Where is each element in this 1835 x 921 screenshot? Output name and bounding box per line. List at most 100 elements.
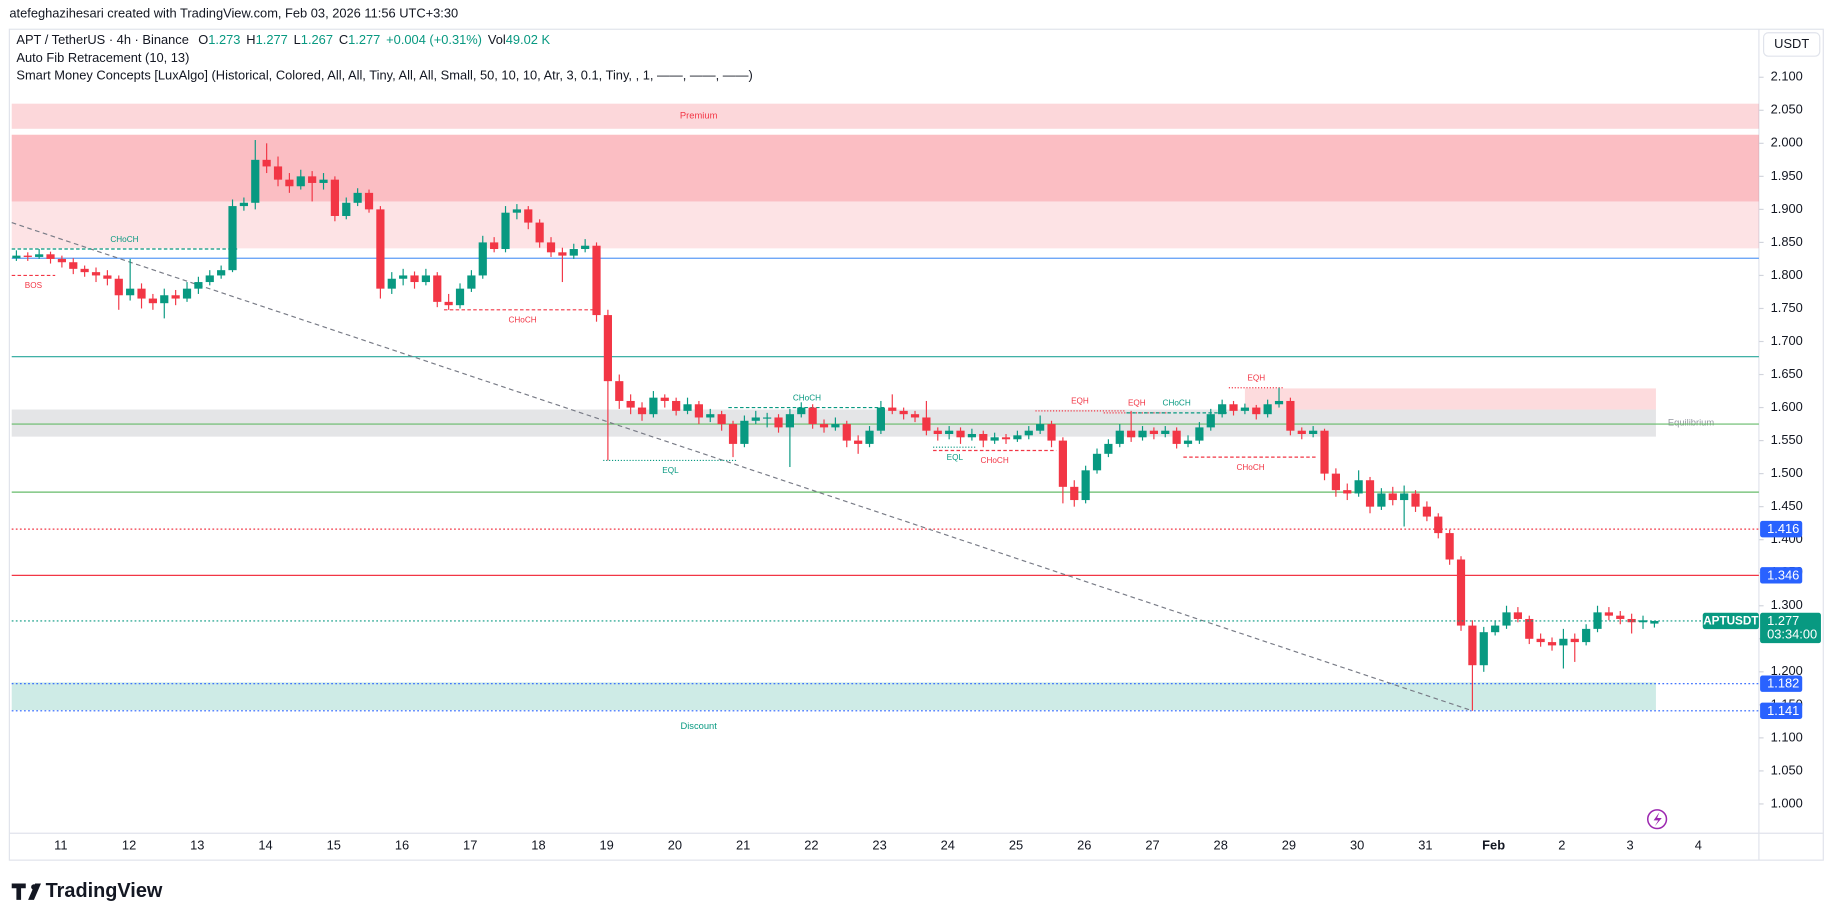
candle-body — [444, 301, 453, 306]
candle-body — [763, 417, 772, 419]
x-tick-label: 15 — [327, 838, 341, 853]
candle-body — [1343, 490, 1352, 494]
candle-body — [751, 417, 760, 421]
candle-body — [1445, 533, 1454, 560]
candle-body — [1320, 430, 1329, 474]
candle-body — [1570, 638, 1579, 643]
legend-o-value: 1.273 — [208, 32, 240, 47]
x-tick-label: 23 — [872, 838, 886, 853]
x-tick-label: 25 — [1009, 838, 1023, 853]
y-tick-label: 1.050 — [1771, 762, 1803, 777]
legend-o: O — [198, 32, 208, 47]
candle-body — [91, 272, 101, 276]
candle-body — [592, 245, 601, 316]
candle-body — [1092, 453, 1102, 471]
x-tick-label: 11 — [54, 838, 67, 853]
candle-body — [364, 192, 374, 210]
level-tag — [1760, 520, 1803, 538]
candle-body — [330, 179, 339, 216]
x-tick-label: 27 — [1145, 838, 1159, 853]
candle-body — [103, 275, 112, 279]
candle-body — [888, 407, 897, 411]
candle-body — [1195, 427, 1204, 441]
legend-l: L — [294, 32, 301, 47]
structure-label: BOS — [25, 281, 43, 290]
y-tick-label: 1.000 — [1771, 795, 1803, 810]
candle-body — [797, 407, 806, 415]
level-tag — [1760, 567, 1803, 584]
candle-body — [1400, 493, 1409, 501]
candle-body — [57, 258, 66, 263]
candle-body — [1525, 618, 1534, 639]
candle-body — [683, 404, 692, 411]
candle-body — [1377, 493, 1386, 507]
candle-body — [1115, 430, 1124, 444]
candle-body — [1081, 470, 1090, 501]
candle-body — [524, 209, 533, 223]
candle-body — [740, 420, 749, 444]
candle-body — [1047, 424, 1056, 441]
candle-body — [831, 424, 840, 428]
y-tick-label: 2.050 — [1771, 102, 1803, 117]
candle-body — [308, 176, 317, 183]
structure-label: EQH — [1247, 374, 1265, 383]
structure-label: EQL — [662, 466, 679, 475]
candle-body — [455, 288, 465, 306]
currency-button[interactable] — [1763, 32, 1821, 57]
candle-body — [512, 209, 521, 213]
candle-body — [1468, 625, 1477, 666]
candle-body — [376, 209, 385, 289]
candle-body — [1547, 642, 1557, 646]
candle-body — [296, 176, 305, 187]
candle-body — [1627, 618, 1636, 623]
alert-icon[interactable] — [1646, 809, 1668, 830]
candle-body — [1604, 612, 1613, 616]
candle-body — [23, 255, 32, 257]
zone — [11, 682, 1656, 711]
candle-body — [1309, 430, 1318, 434]
candle-body — [137, 288, 146, 299]
candle-body — [694, 404, 703, 418]
candle-body — [637, 407, 647, 415]
brand-logo — [11, 883, 41, 900]
x-tick-label: 29 — [1282, 838, 1296, 853]
candle-body — [774, 417, 783, 428]
currency[interactable]: USDT — [1774, 36, 1809, 51]
x-tick-label: 18 — [531, 838, 545, 853]
indicator: Auto Fib Retracement (10, 13) — [16, 50, 189, 65]
y-tick-label: 2.000 — [1771, 135, 1803, 150]
candle-body — [501, 212, 510, 250]
x-tick-label: 26 — [1077, 838, 1091, 853]
candle-body — [672, 400, 681, 411]
y-tick-label: 1.800 — [1771, 267, 1803, 282]
candle-body — [148, 298, 157, 304]
candle-body — [1218, 404, 1227, 415]
x-tick-label: 30 — [1350, 838, 1364, 853]
x-tick-label: 22 — [804, 838, 818, 853]
candle-body — [717, 414, 726, 425]
legend-vol: Vol — [488, 32, 506, 47]
y-tick-label: 1.950 — [1771, 168, 1803, 183]
candle-body — [660, 397, 669, 401]
candle-body — [1456, 559, 1466, 626]
structure-label: CHoCH — [1163, 399, 1191, 408]
candle-body — [46, 254, 55, 259]
candle-body — [1479, 632, 1488, 666]
level-tag-label: 1.416 — [1767, 521, 1799, 536]
structure-label: CHoCH — [110, 235, 138, 244]
candle-body — [581, 245, 590, 250]
candle-body — [876, 407, 885, 431]
candle-body — [1422, 506, 1431, 517]
x-tick-label: Feb — [1482, 838, 1505, 853]
candle-body — [387, 278, 396, 289]
x-tick-label: 4 — [1695, 838, 1702, 853]
candle-body — [69, 262, 78, 269]
candle-body — [706, 414, 715, 418]
candle-body — [1559, 638, 1568, 646]
structure-label: EQH — [1071, 397, 1089, 406]
candle-body — [1513, 612, 1522, 619]
candle-body — [956, 430, 965, 438]
x-tick-label: 12 — [122, 838, 136, 853]
candle-body — [182, 288, 192, 299]
candle-body — [1058, 440, 1067, 487]
